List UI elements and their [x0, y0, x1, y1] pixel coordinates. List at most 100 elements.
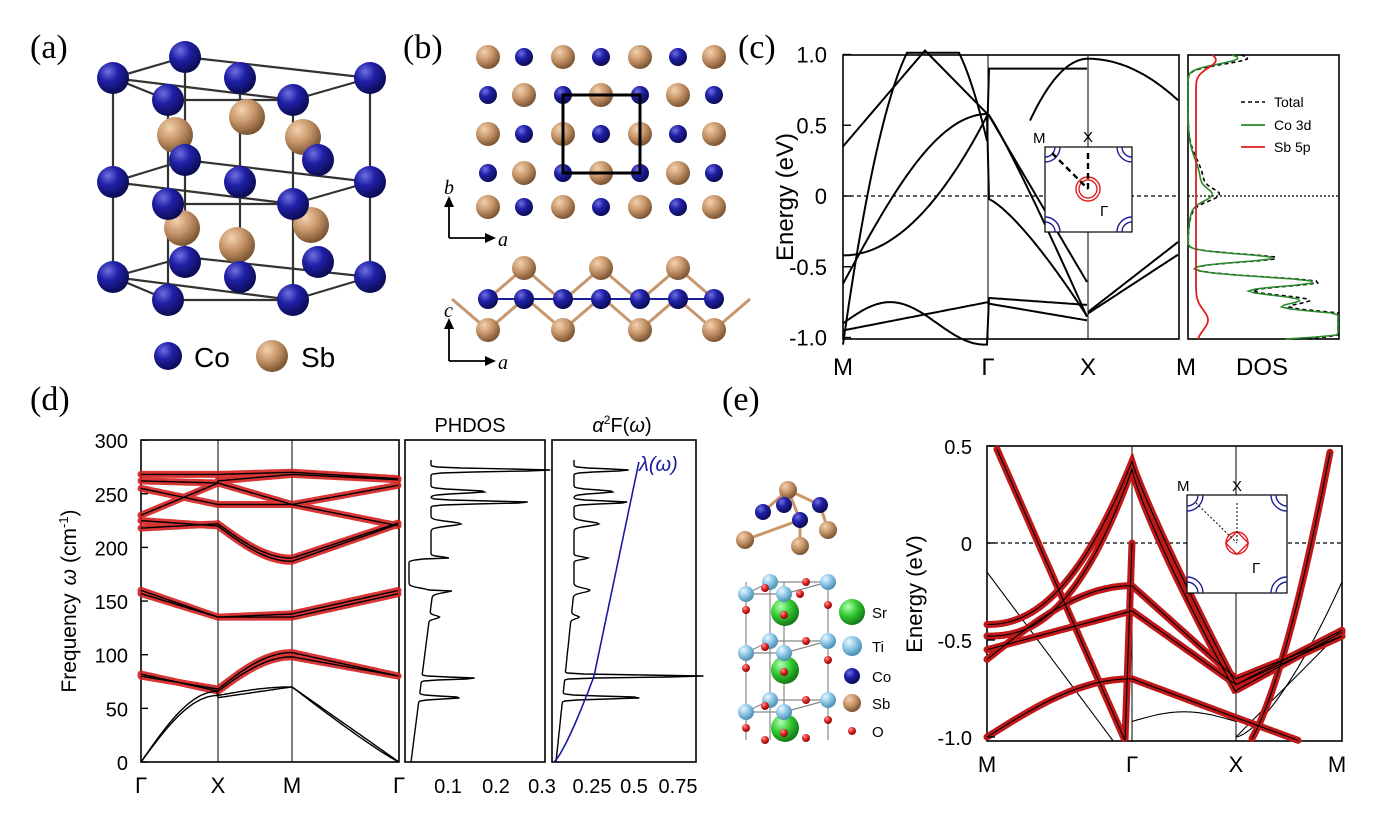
- e-legend-swatch: [848, 727, 856, 735]
- sb-atom: [819, 521, 837, 539]
- band-line: [842, 51, 1087, 345]
- sb-atom: [551, 195, 575, 219]
- ti-atom: [820, 633, 836, 649]
- panel-a-structure: Co Sb: [97, 41, 386, 373]
- phonon-band-core: [140, 522, 399, 559]
- co-atom: [553, 289, 573, 309]
- co-atom: [755, 504, 771, 520]
- projected-band: [983, 675, 1302, 744]
- co-atom: [792, 512, 808, 528]
- co-atom: [302, 144, 334, 176]
- substrate-band: [986, 571, 1114, 742]
- c-bz-gamma: Γ: [1100, 203, 1108, 220]
- o-atom: [802, 734, 810, 742]
- co-atom: [668, 289, 688, 309]
- d-phdos-xtick-1: 0.1: [434, 776, 462, 798]
- c-ytick-label: 0.5: [796, 113, 827, 138]
- band-line: [1087, 253, 1179, 315]
- sb-atom: [628, 318, 652, 342]
- d-ytick-label: 100: [95, 646, 128, 668]
- sb-atom: [476, 318, 500, 342]
- d-ytick-label: 0: [117, 753, 128, 775]
- d-a2f-xtick-3: 0.75: [659, 776, 698, 798]
- sb-atom: [628, 45, 652, 69]
- e-legend-label: Sb: [872, 696, 890, 713]
- axes-top: [444, 196, 496, 243]
- o-atom: [802, 637, 810, 645]
- axis-a-label-top: a: [498, 229, 508, 251]
- o-atom: [742, 664, 750, 672]
- co-atom: [478, 289, 498, 309]
- phonon-band-core: [140, 592, 399, 618]
- d-ytick-label: 250: [95, 485, 128, 507]
- co-atom: [169, 246, 201, 278]
- legend-co-label: Co: [194, 342, 230, 373]
- sb-atom: [791, 537, 809, 555]
- co-atom: [515, 48, 533, 66]
- axes-bottom: [444, 318, 496, 366]
- c-ytick-label: 0: [815, 184, 827, 209]
- co-atom: [152, 84, 184, 116]
- d-a2f-xtick-1: 0.25: [573, 776, 612, 798]
- e-bz-m: M: [1177, 478, 1190, 495]
- co-atom: [97, 261, 129, 293]
- e-bz-gamma: Γ: [1252, 560, 1260, 577]
- d-xtick-x: X: [211, 773, 226, 798]
- sb-atom: [476, 122, 500, 146]
- sb-atom: [219, 227, 255, 263]
- c-xtick-gamma: Γ: [981, 354, 994, 381]
- co-atom: [592, 125, 610, 143]
- o-atom: [780, 729, 788, 737]
- co-atom: [97, 62, 129, 94]
- co-atom: [669, 198, 687, 216]
- c-bz-inset: M X Γ: [1033, 129, 1133, 233]
- co-atom: [705, 164, 723, 182]
- co-atom: [152, 188, 184, 220]
- co-atom: [169, 144, 201, 176]
- e-ytick-label: -0.5: [938, 631, 972, 653]
- sb-atom: [512, 83, 536, 107]
- band-line: [1029, 57, 1179, 122]
- c-ytick-label: -0.5: [789, 255, 827, 280]
- sb-atom: [157, 117, 193, 153]
- e-legend-label: Co: [872, 669, 891, 686]
- band-core: [987, 459, 1343, 686]
- o-atom: [761, 736, 769, 744]
- ti-atom: [738, 704, 754, 720]
- sb-atom: [779, 481, 797, 499]
- legend-sb-swatch: [256, 340, 288, 372]
- e-legend-label: O: [872, 724, 884, 741]
- panel-c-bands: 1.0 0.5 0 -0.5 -1.0 Energy (eV) M Γ X M M X …: [772, 43, 1340, 381]
- co-atom: [812, 497, 828, 513]
- d-xtick-gamma2: Γ: [393, 773, 405, 798]
- sb-atom: [589, 256, 613, 280]
- c-bz-x: X: [1083, 129, 1093, 146]
- band-core: [996, 449, 1133, 741]
- ti-atom: [820, 574, 836, 590]
- e-ylabel: Energy (eV): [902, 535, 927, 652]
- o-atom: [824, 716, 832, 724]
- d-lambda-label: λ(ω): [638, 454, 678, 476]
- o-atom: [824, 601, 832, 609]
- d-ytick-label: 300: [95, 431, 128, 453]
- ti-atom: [738, 586, 754, 602]
- d-ytick-label: 200: [95, 538, 128, 560]
- c-legend-co3d: Co 3d: [1274, 117, 1311, 133]
- sb-atom: [666, 256, 690, 280]
- axis-c-label: c: [444, 300, 453, 322]
- e-xtick-m2: M: [1328, 752, 1346, 777]
- phonon-band-core: [141, 473, 399, 484]
- phonon-band-core: [140, 482, 399, 527]
- co-atom: [515, 125, 533, 143]
- co-atom: [704, 289, 724, 309]
- ti-atom: [776, 704, 792, 720]
- co-atom: [302, 246, 334, 278]
- e-legend-label: Sr: [872, 605, 887, 622]
- sb-atom: [702, 195, 726, 219]
- c-legend-total: Total: [1274, 94, 1304, 110]
- sb-atom: [476, 45, 500, 69]
- o-atom: [761, 702, 769, 710]
- c-ytick-label: -1.0: [789, 326, 827, 351]
- sb-atom: [736, 531, 754, 549]
